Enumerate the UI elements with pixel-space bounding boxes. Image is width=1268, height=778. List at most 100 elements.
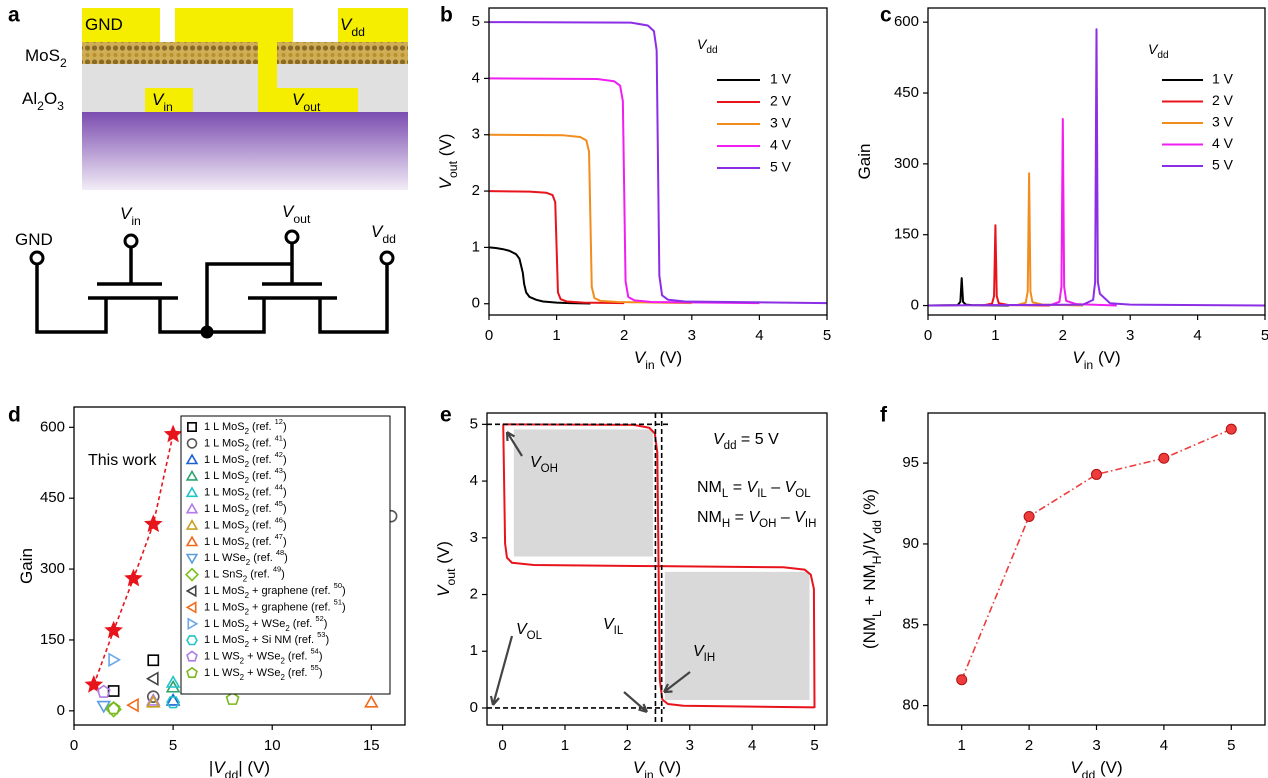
out-contact bbox=[175, 8, 293, 42]
legend-marker bbox=[185, 535, 199, 547]
text-part: Al bbox=[22, 89, 37, 108]
marker bbox=[145, 694, 161, 708]
marker bbox=[106, 701, 121, 715]
schematic-label: Al2O3 bbox=[22, 89, 64, 113]
text-part: + graphene (ref. bbox=[249, 601, 334, 613]
text-part: OL bbox=[527, 630, 543, 642]
text-part: 1 L WS bbox=[204, 651, 240, 663]
series-line bbox=[488, 246, 591, 305]
plot-frame bbox=[927, 7, 1266, 316]
text-part: + graphene (ref. bbox=[249, 585, 334, 597]
text-part: | (V) bbox=[238, 758, 270, 777]
text-part: H bbox=[870, 555, 884, 564]
legend-label: 3 V bbox=[770, 115, 792, 131]
marker bbox=[1091, 469, 1103, 480]
text-part: (ref. bbox=[249, 421, 275, 433]
y-tick-label: 95 bbox=[902, 454, 919, 471]
text-part: ) bbox=[283, 487, 287, 499]
y-tick-label: 0 bbox=[470, 699, 478, 716]
y-tick-label: 600 bbox=[40, 418, 65, 435]
text-part: (ref. bbox=[249, 519, 275, 531]
series-line bbox=[488, 77, 760, 305]
text-part: dd bbox=[382, 232, 396, 246]
annotation: VOL bbox=[516, 621, 543, 642]
text-part: = bbox=[730, 509, 748, 526]
legend-box bbox=[180, 415, 391, 695]
legend-title: Vdd bbox=[697, 36, 718, 56]
text-part: dd bbox=[351, 25, 365, 39]
text-part: 1 L WS bbox=[204, 667, 240, 679]
legend-label: 3 V bbox=[1212, 114, 1234, 130]
marker bbox=[96, 700, 112, 714]
x-axis-label: Vin (V) bbox=[1072, 348, 1120, 372]
annotation: NML = VIL – VOL bbox=[697, 479, 811, 500]
x-tick-label: 15 bbox=[363, 737, 380, 754]
marker bbox=[166, 696, 181, 709]
legend-marker bbox=[187, 422, 197, 432]
text-part: (V) bbox=[655, 348, 682, 367]
plot-frame bbox=[73, 406, 406, 726]
text-part: 2 bbox=[245, 607, 249, 616]
text-part: dd bbox=[225, 768, 239, 778]
y-tick-label: 0 bbox=[472, 295, 480, 312]
text-part: GND bbox=[15, 230, 53, 249]
text-part: + Si NM (ref. bbox=[249, 634, 317, 646]
legend-marker bbox=[186, 650, 198, 662]
legend-label: 1 L SnS2 (ref. 49) bbox=[204, 565, 285, 583]
legend-label: 1 L MoS2 + Si NM (ref. 53) bbox=[204, 631, 329, 649]
y-tick-label: 300 bbox=[40, 560, 65, 577]
text-part: V bbox=[693, 643, 705, 660]
series-line bbox=[960, 428, 1232, 681]
legend-marker bbox=[185, 486, 199, 498]
text-part: ) bbox=[283, 503, 287, 515]
marker bbox=[124, 568, 143, 587]
text-part: in bbox=[163, 100, 173, 114]
marker bbox=[126, 697, 139, 713]
legend-marker bbox=[185, 453, 199, 465]
text-part: (ref. bbox=[249, 503, 275, 515]
text-part: V bbox=[633, 758, 646, 777]
annotation: NMH = VOH – VIH bbox=[697, 509, 816, 530]
legend-label: 1 L MoS2 + WSe2 (ref. 52) bbox=[204, 614, 327, 632]
text-part: H bbox=[722, 518, 730, 530]
terminal bbox=[123, 233, 139, 249]
y-tick-label: 2 bbox=[470, 585, 478, 602]
text-part: 52 bbox=[315, 614, 323, 623]
text-part: 42 bbox=[275, 450, 283, 459]
text-part: 2 bbox=[280, 656, 284, 665]
text-part: V bbox=[860, 532, 879, 545]
text-part: (ref. bbox=[249, 454, 275, 466]
vdd-contact bbox=[338, 8, 408, 42]
text-part: (ref. bbox=[250, 552, 276, 564]
legend-label: 1 L WS2 + WSe2 (ref. 55) bbox=[204, 663, 323, 681]
arrows bbox=[489, 431, 691, 714]
y-axis-label: Gain bbox=[855, 144, 874, 180]
mos2-layer bbox=[277, 42, 408, 64]
marker bbox=[1225, 423, 1237, 435]
text-part: ) bbox=[283, 454, 287, 466]
vin-gate bbox=[145, 88, 193, 112]
text-part: (ref. bbox=[285, 667, 311, 679]
marker bbox=[956, 674, 968, 686]
marker bbox=[1023, 511, 1035, 522]
arrow bbox=[623, 691, 649, 714]
text-part: 48 bbox=[276, 549, 284, 558]
marker bbox=[363, 694, 379, 708]
y-axis-label: Vout (V) bbox=[434, 541, 458, 597]
annotation: This work bbox=[88, 452, 157, 469]
text-part: NM bbox=[697, 509, 722, 526]
x-tick-label: 0 bbox=[485, 327, 493, 344]
text-part: 1 L MoS bbox=[204, 601, 245, 613]
text-part: V bbox=[697, 36, 708, 52]
text-part: 2 bbox=[280, 673, 284, 682]
text-part: ) bbox=[319, 667, 323, 679]
text-part: 12 bbox=[275, 417, 283, 426]
text-part: 1 L MoS bbox=[204, 585, 245, 597]
text-part: – bbox=[776, 509, 794, 526]
legend-title: Vdd bbox=[1148, 41, 1169, 61]
legend-label: 1 L MoS2 (ref. 46) bbox=[204, 516, 287, 534]
text-part: in bbox=[644, 768, 654, 778]
text-part: 1 L MoS bbox=[204, 421, 245, 433]
text-part: 2 bbox=[245, 476, 249, 485]
